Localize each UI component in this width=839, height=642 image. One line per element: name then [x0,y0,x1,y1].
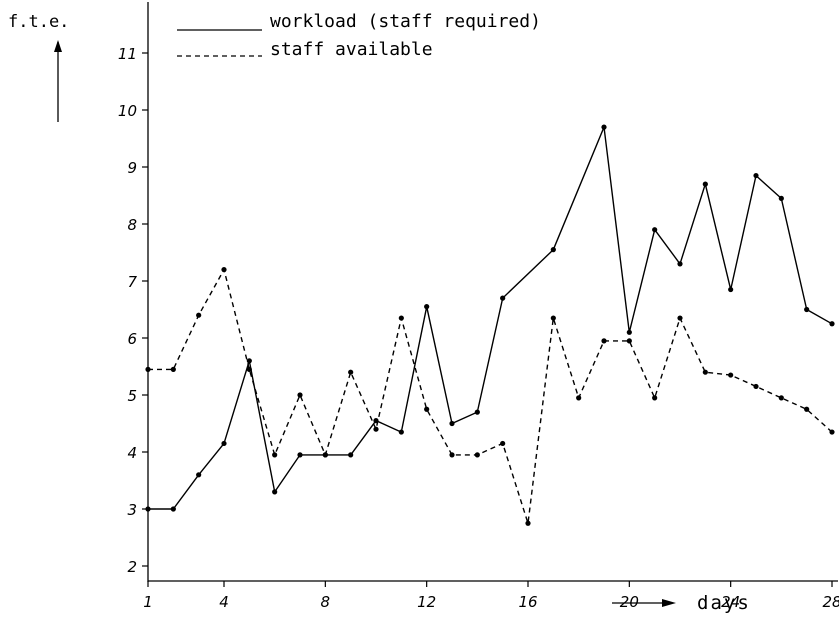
data-point-staff-available [246,366,252,372]
data-point-workload [728,286,734,293]
data-point-workload [348,452,354,458]
legend-label-staff-available: staff available [270,39,433,60]
data-point-staff-available [424,406,430,412]
data-point-staff-available [373,426,379,432]
y-tick-label: 10 [118,102,137,120]
data-point-staff-available [626,338,632,344]
data-point-workload [272,489,278,495]
data-point-workload [702,181,708,187]
y-tick-label: 3 [127,501,137,519]
x-tick-label: 28 [822,593,839,611]
y-tick-label: 8 [127,216,137,234]
data-point-staff-available [652,395,658,401]
data-point-workload [145,506,151,512]
data-point-workload [196,472,202,478]
data-point-staff-available [804,406,810,412]
x-tick-label: 12 [417,593,436,611]
data-point-staff-available [145,366,151,372]
data-point-staff-available [474,452,480,458]
data-point-workload [474,409,480,415]
data-point-staff-available [322,452,328,458]
data-point-workload [550,247,556,253]
data-point-workload [753,172,759,179]
data-point-workload [170,506,176,512]
data-point-staff-available [297,392,303,398]
data-point-staff-available [525,520,531,526]
series-line-staff-available [148,268,833,524]
data-point-staff-available [601,338,607,344]
data-point-staff-available [753,383,759,390]
data-point-staff-available [449,452,455,458]
data-point-staff-available [778,395,784,401]
x-tick-label: 1 [143,593,153,611]
y-tick-label: 5 [127,387,137,405]
data-point-staff-available [702,369,708,375]
series-line-workload [148,126,833,510]
series-layer [145,124,835,526]
data-point-staff-available [500,440,506,447]
y-tick-label: 9 [127,159,137,177]
x-tick-label: 8 [321,593,331,611]
data-point-staff-available [348,369,354,375]
x-tick-label: 20 [620,593,639,611]
data-point-workload [221,440,227,447]
x-tick-label: 24 [721,593,740,611]
axis-ticks: 2345678910111481216202428 [118,45,839,611]
data-point-workload [297,452,303,458]
data-point-workload [424,304,430,310]
x-tick-label: 16 [518,593,537,611]
data-point-staff-available [196,312,202,318]
y-tick-label: 6 [127,330,137,348]
data-point-workload [804,306,810,313]
y-tick-label: 2 [127,558,137,576]
data-point-workload [652,227,658,233]
data-point-workload [398,429,404,435]
data-point-staff-available [728,372,734,378]
data-point-staff-available [170,366,176,372]
data-point-staff-available [550,315,556,321]
data-point-workload [246,358,252,364]
x-tick-label: 4 [219,593,229,611]
data-point-staff-available [221,267,227,273]
data-point-staff-available [398,315,404,321]
data-point-staff-available [272,452,278,458]
data-point-staff-available [576,395,582,401]
y-tick-label: 4 [127,444,137,462]
data-point-workload [601,124,607,130]
data-point-workload [677,261,683,267]
y-tick-label: 7 [127,273,137,291]
data-point-staff-available [829,429,835,435]
data-point-workload [829,321,835,327]
data-point-workload [500,295,506,301]
data-point-staff-available [677,315,683,321]
x-axis-arrowhead [662,599,676,607]
legend-label-workload: workload (staff required) [270,11,541,32]
data-point-workload [778,195,784,201]
y-axis-label: f.t.e. [8,12,69,32]
data-point-workload [626,329,632,335]
y-tick-label: 11 [118,45,137,63]
legend: workload (staff required) staff availabl… [177,11,541,60]
x-axis-label: days [697,592,751,614]
y-axis-arrowhead [54,40,62,52]
data-point-workload [449,420,455,427]
